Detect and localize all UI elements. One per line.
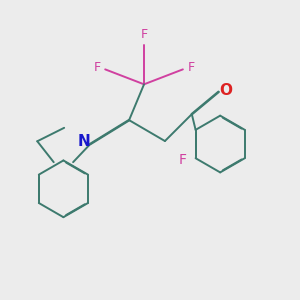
Text: O: O [219, 83, 232, 98]
Text: N: N [78, 134, 91, 149]
Text: F: F [140, 28, 148, 41]
Text: F: F [94, 61, 101, 74]
Text: F: F [178, 153, 186, 167]
Text: F: F [187, 61, 194, 74]
